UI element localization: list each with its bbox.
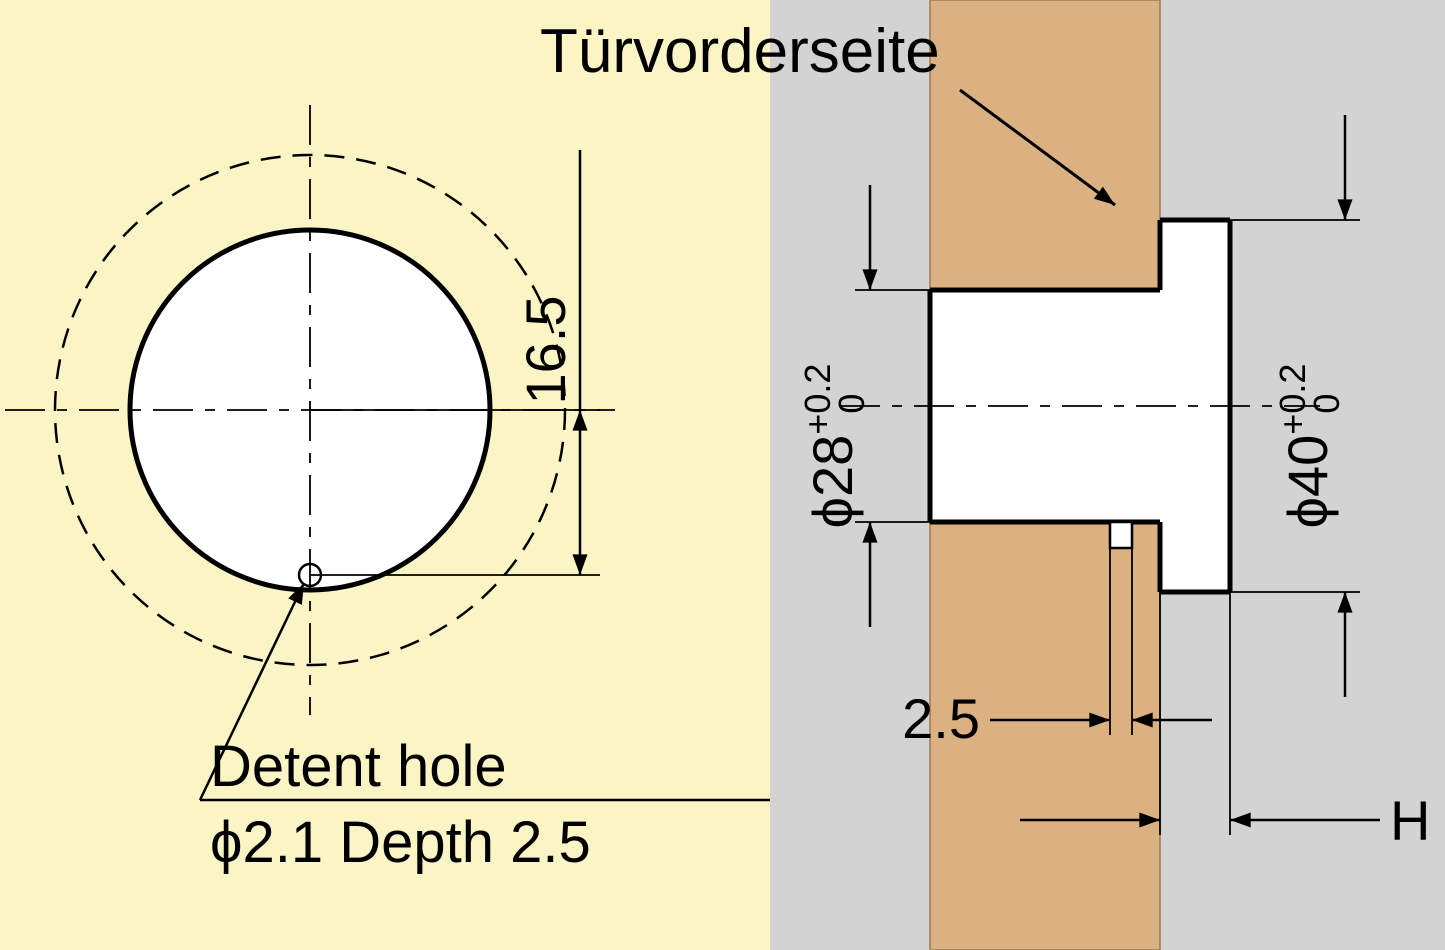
detent-label-1: Detent hole: [210, 734, 507, 799]
detent-label-2: ϕ2.1 Depth 2.5: [210, 810, 591, 875]
dim-H: H: [1390, 789, 1430, 852]
dim-2-5: 2.5: [902, 687, 980, 750]
dim-16-5: 16.5: [514, 296, 577, 405]
technical-drawing: 16.5 Detent hole ϕ2.1 Depth 2.5 Türvorderse…: [0, 0, 1445, 950]
door-front-label: Türvorderseite: [540, 17, 940, 86]
